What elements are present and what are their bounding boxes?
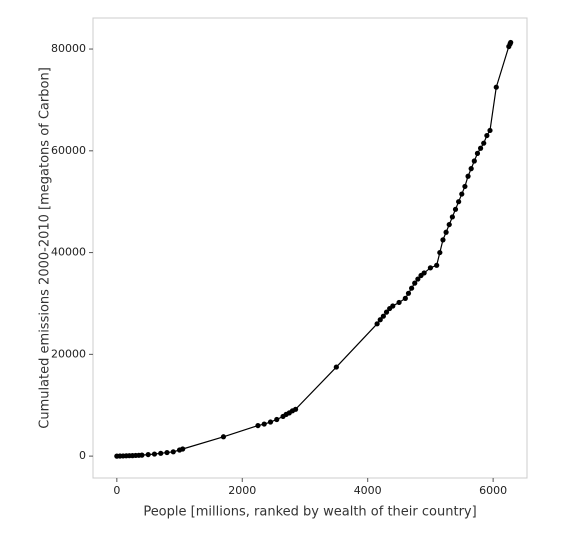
data-point xyxy=(274,416,280,423)
data-point xyxy=(180,446,186,452)
x-tick-label: 0 xyxy=(113,484,120,497)
data-point xyxy=(145,451,151,458)
x-tick-label: 6000 xyxy=(479,484,507,497)
data-point xyxy=(255,422,261,429)
data-point xyxy=(487,127,493,134)
data-point xyxy=(477,145,484,151)
data-point xyxy=(267,419,274,425)
data-point xyxy=(449,214,455,220)
y-axis-label: Cumulated emissions 2000-2010 [megatons … xyxy=(38,67,53,429)
data-point xyxy=(412,280,418,286)
data-point xyxy=(471,158,477,164)
data-point xyxy=(220,434,227,440)
data-point xyxy=(459,191,465,197)
data-point xyxy=(452,206,459,212)
data-point xyxy=(170,449,176,455)
data-point xyxy=(158,450,164,456)
data-point xyxy=(402,295,408,301)
data-point xyxy=(481,140,487,146)
x-tick-label: 4000 xyxy=(354,484,382,497)
data-point xyxy=(415,276,421,282)
y-tick-label: 80000 xyxy=(51,42,86,55)
data-point xyxy=(443,229,449,235)
data-point xyxy=(484,132,490,139)
data-point xyxy=(465,173,471,179)
data-point xyxy=(437,249,443,256)
data-point xyxy=(446,221,452,228)
data-point xyxy=(462,183,468,190)
data-point xyxy=(468,166,474,172)
data-point xyxy=(434,262,440,268)
data-point xyxy=(409,285,415,291)
plot-panel xyxy=(92,17,528,479)
x-axis-label: People [millions, ranked by wealth of th… xyxy=(143,505,476,520)
data-point xyxy=(456,199,462,205)
data-point xyxy=(292,406,299,412)
data-point xyxy=(493,84,499,90)
data-point xyxy=(164,449,170,456)
y-tick-label: 40000 xyxy=(51,246,86,259)
data-point xyxy=(383,309,390,315)
data-point xyxy=(440,237,446,243)
data-point xyxy=(508,39,514,46)
y-tick-label: 20000 xyxy=(51,347,86,360)
y-tick-label: 60000 xyxy=(51,144,86,157)
data-point xyxy=(405,290,412,296)
data-point xyxy=(380,313,386,319)
data-point xyxy=(377,317,383,323)
x-tick-label: 2000 xyxy=(228,484,256,497)
data-point xyxy=(261,421,267,427)
data-point xyxy=(333,364,339,370)
y-tick-label: 0 xyxy=(79,449,86,462)
data-point xyxy=(474,150,481,156)
data-point xyxy=(374,321,380,327)
data-point xyxy=(151,451,158,457)
data-point xyxy=(421,270,427,276)
data-point xyxy=(390,303,396,309)
data-point xyxy=(396,299,402,306)
data-point xyxy=(427,265,434,271)
data-point xyxy=(139,452,145,458)
